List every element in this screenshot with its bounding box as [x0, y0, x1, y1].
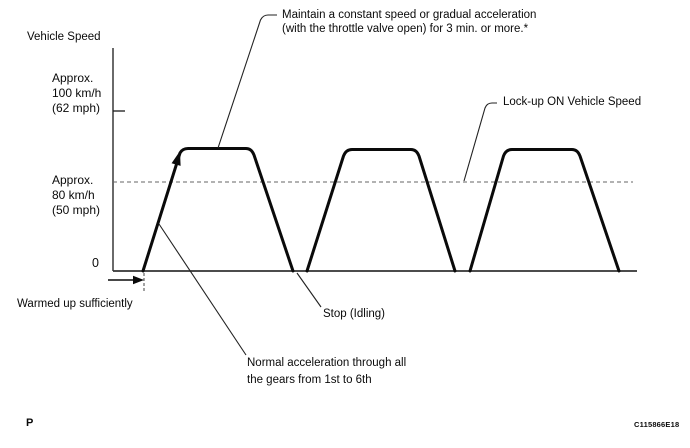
speed-cycle-3 — [468, 148, 621, 273]
acceleration-arrowhead-icon — [171, 151, 181, 166]
maintain-annotation: Maintain a constant speed or gradual acc… — [282, 8, 536, 36]
lockup-leader-line — [463, 102, 497, 182]
normal-accel-leader-line — [158, 223, 247, 356]
ref-80-line2: 80 km/h — [52, 188, 95, 202]
ref-100-line2: 100 km/h — [52, 86, 102, 100]
normal-acceleration-line2: the gears from 1st to 6th — [247, 374, 372, 386]
stop-idling-label: Stop (Idling) — [323, 308, 386, 320]
maintain-annotation-line1: Maintain a constant speed or gradual acc… — [282, 9, 537, 21]
stop-leader-line — [296, 272, 322, 308]
normal-acceleration-annotation: Normal acceleration through all the gear… — [247, 355, 406, 389]
ref-100-line1: Approx. — [52, 71, 94, 85]
page-marker: P — [26, 417, 34, 429]
normal-acceleration-line1: Normal acceleration through all — [247, 357, 407, 369]
y-axis-title: Vehicle Speed — [27, 31, 101, 43]
origin-zero-label: 0 — [92, 256, 99, 270]
ref-80-line1: Approx. — [52, 173, 94, 187]
lockup-on-label: Lock-up ON Vehicle Speed — [503, 96, 642, 108]
ref-100-label: Approx. 100 km/h (62 mph) — [52, 71, 101, 116]
start-arrowhead-icon — [133, 275, 144, 285]
ref-80-label: Approx. 80 km/h (50 mph) — [52, 173, 100, 218]
speed-cycle-2 — [305, 148, 457, 273]
maintain-leader-line — [217, 14, 277, 149]
ref-80-line3: (50 mph) — [52, 203, 101, 217]
ref-100-line3: (62 mph) — [52, 101, 101, 115]
speed-cycle-1 — [141, 147, 295, 273]
figure-code: C115866E18 — [634, 420, 680, 429]
warmed-up-label: Warmed up sufficiently — [17, 298, 133, 310]
maintain-annotation-line2: (with the throttle valve open) for 3 min… — [282, 23, 529, 35]
